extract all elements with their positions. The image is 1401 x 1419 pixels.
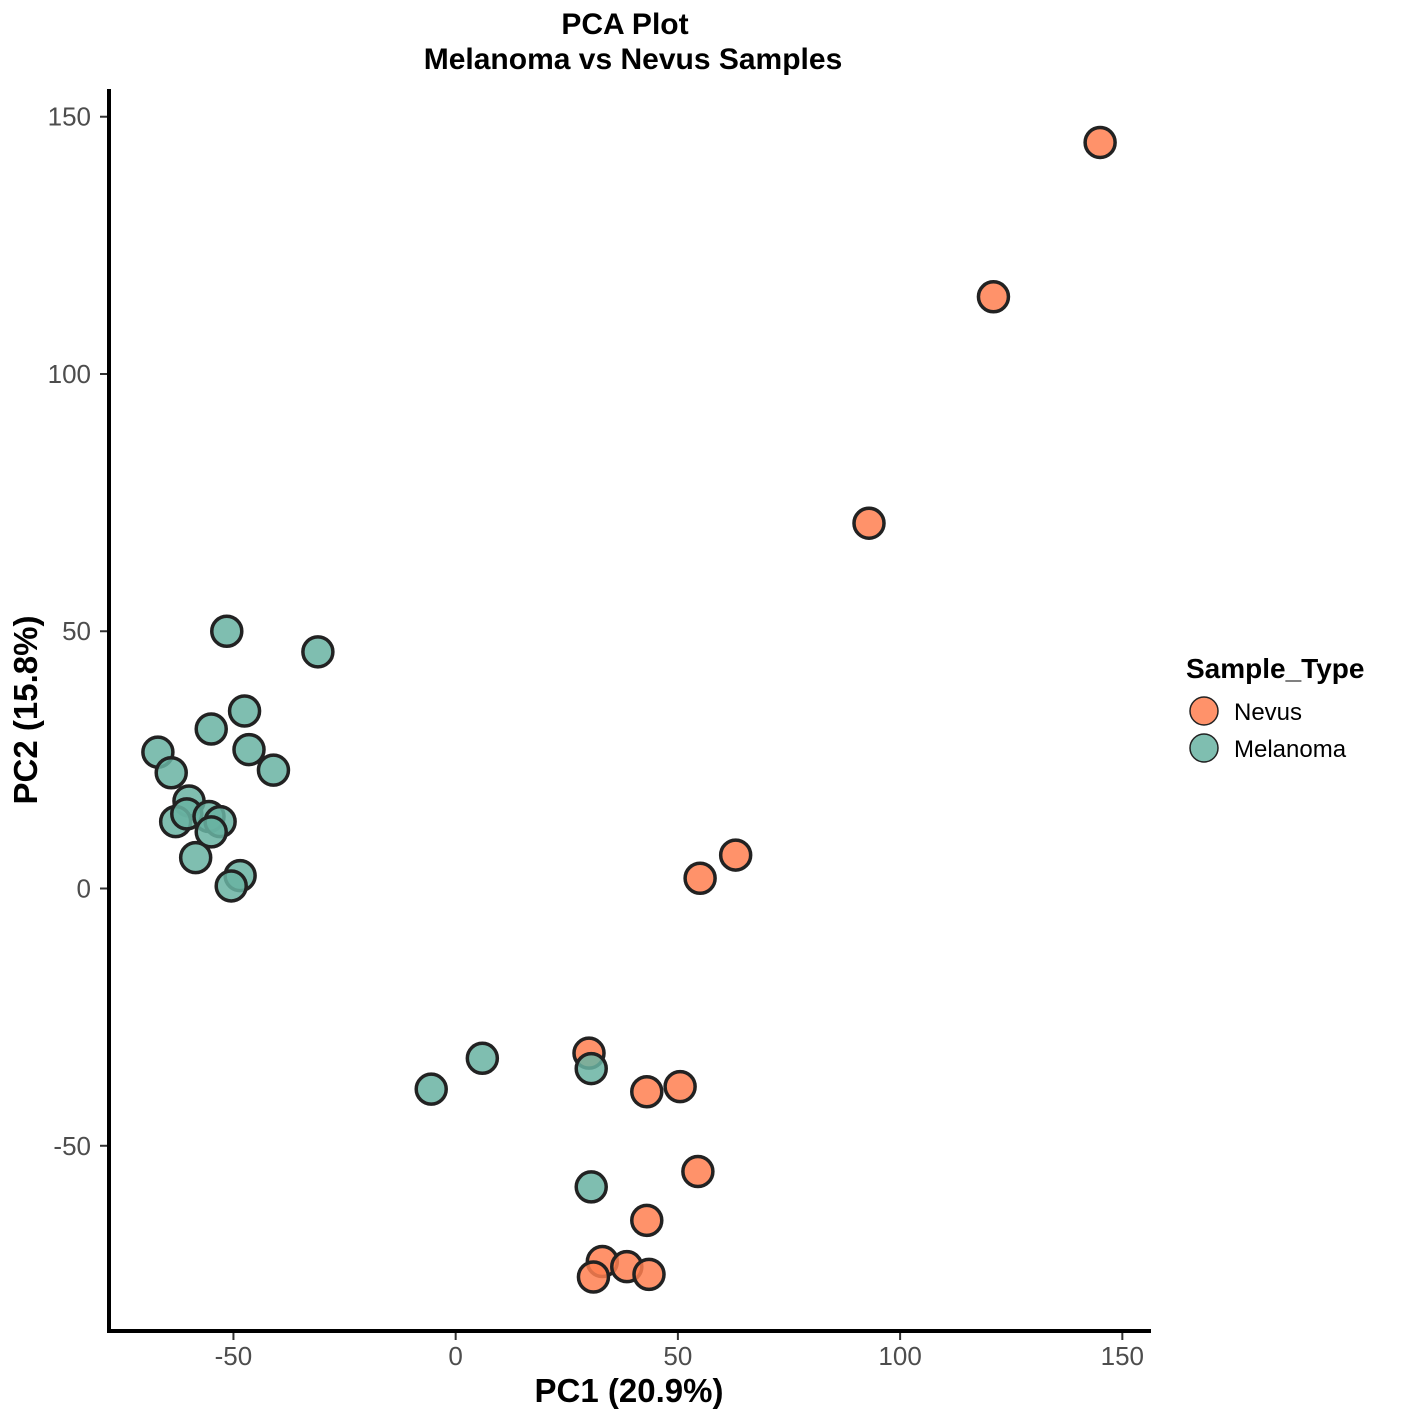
x-tick-label: -50 bbox=[215, 1341, 253, 1371]
data-point-melanoma bbox=[232, 732, 266, 767]
x-tick-label: 50 bbox=[663, 1341, 692, 1371]
data-point-nevus bbox=[976, 280, 1011, 314]
data-point-nevus bbox=[632, 1257, 666, 1292]
y-axis-title: PC2 (15.8%) bbox=[7, 616, 44, 805]
y-tick-label: 150 bbox=[48, 102, 91, 132]
data-point-melanoma bbox=[178, 840, 213, 875]
y-tick-label: 0 bbox=[77, 874, 91, 904]
data-point-nevus bbox=[663, 1069, 697, 1104]
y-axis-ticks: -50 0 50 100 150 bbox=[48, 102, 109, 1161]
data-point-nevus bbox=[718, 838, 753, 872]
y-tick-label: 100 bbox=[48, 359, 91, 389]
data-point-nevus bbox=[683, 861, 717, 895]
y-tick-label: 50 bbox=[62, 616, 91, 646]
data-point-nevus bbox=[630, 1203, 664, 1238]
data-point-nevus bbox=[852, 506, 886, 540]
data-point-melanoma bbox=[465, 1041, 500, 1076]
legend-items: Nevus Melanoma bbox=[1189, 696, 1347, 763]
data-points bbox=[141, 125, 1117, 1294]
legend-marker-melanoma bbox=[1189, 733, 1219, 763]
chart-title: PCA Plot bbox=[561, 8, 688, 41]
data-point-melanoma bbox=[214, 869, 248, 903]
legend: Sample_Type Nevus Melanoma bbox=[1186, 653, 1364, 763]
y-tick-label: -50 bbox=[53, 1131, 91, 1161]
data-point-melanoma bbox=[414, 1072, 448, 1106]
data-point-melanoma bbox=[256, 753, 291, 787]
data-point-melanoma bbox=[227, 694, 262, 728]
data-point-nevus bbox=[681, 1154, 715, 1189]
legend-title: Sample_Type bbox=[1186, 653, 1364, 684]
x-axis-title: PC1 (20.9%) bbox=[535, 1372, 724, 1409]
data-point-nevus bbox=[576, 1260, 611, 1294]
data-point-nevus bbox=[1083, 125, 1117, 160]
data-point-melanoma bbox=[194, 712, 228, 746]
data-point-melanoma bbox=[574, 1051, 608, 1086]
data-point-melanoma bbox=[301, 635, 335, 669]
chart-subtitle: Melanoma vs Nevus Samples bbox=[424, 43, 843, 76]
x-axis-ticks: -50 0 50 100 150 bbox=[215, 1331, 1144, 1371]
x-tick-label: 150 bbox=[1101, 1341, 1144, 1371]
data-point-melanoma bbox=[154, 755, 188, 790]
x-tick-label: 100 bbox=[878, 1341, 921, 1371]
data-point-melanoma bbox=[194, 815, 228, 849]
legend-marker-nevus bbox=[1189, 696, 1219, 726]
legend-label-nevus: Nevus bbox=[1234, 699, 1302, 726]
data-point-nevus bbox=[630, 1074, 664, 1109]
x-tick-label: 0 bbox=[448, 1341, 462, 1371]
data-point-melanoma bbox=[574, 1170, 608, 1204]
legend-label-melanoma: Melanoma bbox=[1234, 736, 1347, 763]
data-point-melanoma bbox=[210, 614, 244, 648]
